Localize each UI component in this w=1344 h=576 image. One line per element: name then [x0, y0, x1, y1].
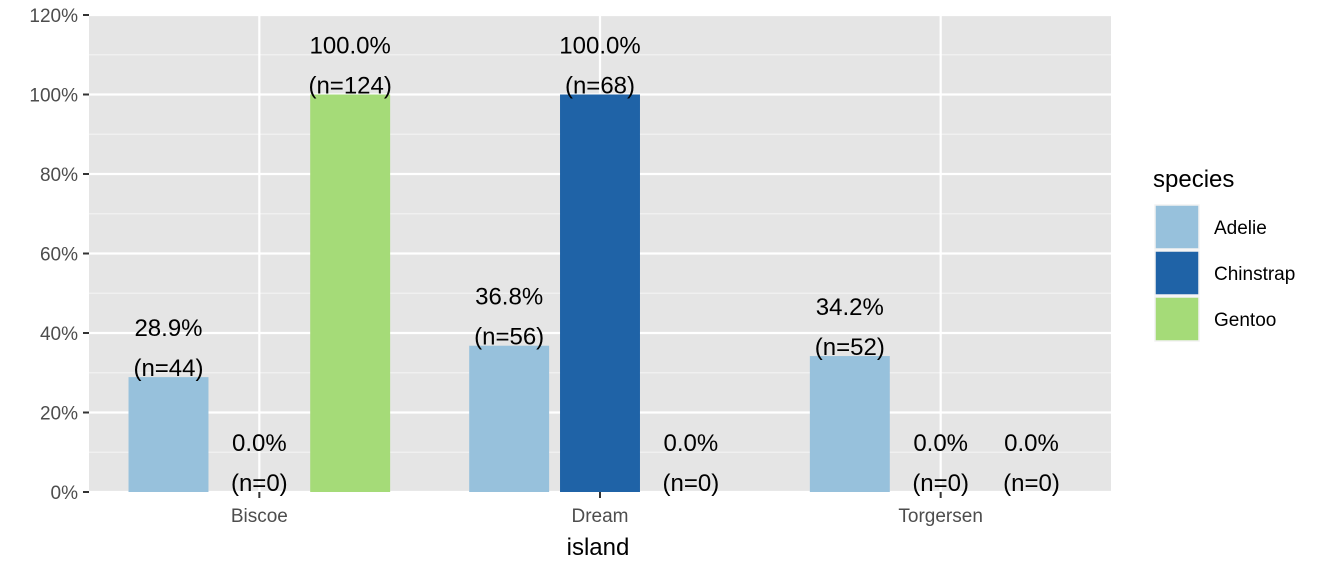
legend: species Adelie Chinstrap Gentoo [1153, 166, 1295, 342]
legend-key [1154, 250, 1200, 296]
legend-label: Gentoo [1214, 310, 1276, 331]
data-label-count: (n=0) [1003, 470, 1060, 497]
data-label-percent: 36.8% [475, 284, 543, 311]
data-label-percent: 100.0% [559, 33, 640, 60]
bar [128, 377, 209, 492]
x-tick-label: Torgersen [898, 506, 983, 527]
y-tick-label: 40% [40, 324, 78, 345]
data-label-percent: 100.0% [309, 33, 390, 60]
data-label-count: (n=44) [133, 355, 203, 382]
bar [809, 356, 890, 492]
legend-label: Adelie [1214, 218, 1267, 239]
x-tick-label: Dream [571, 506, 628, 527]
bar [560, 94, 640, 492]
data-label-count: (n=124) [308, 73, 391, 100]
bars [128, 94, 890, 492]
x-axis: Biscoe Dream Torgersen [231, 492, 983, 527]
data-label-count: (n=52) [815, 334, 885, 361]
y-tick-label: 0% [51, 483, 79, 504]
data-label-percent: 0.0% [1004, 430, 1059, 457]
y-axis: 0% 20% 40% 60% 80% 100% 120% [29, 6, 89, 504]
legend-key [1154, 204, 1200, 250]
bar [469, 345, 550, 492]
y-tick-label: 120% [29, 6, 78, 27]
data-label-percent: 28.9% [134, 315, 202, 342]
data-label-count: (n=68) [565, 73, 635, 100]
y-tick-label: 100% [29, 86, 78, 107]
data-label-percent: 34.2% [816, 294, 884, 321]
legend-key [1154, 296, 1200, 342]
x-tick-label: Biscoe [231, 506, 288, 527]
y-tick-label: 60% [40, 245, 78, 266]
y-tick-label: 20% [40, 404, 78, 425]
data-label-percent: 0.0% [232, 430, 287, 457]
legend-title: species [1153, 166, 1234, 193]
data-label-count: (n=0) [662, 470, 719, 497]
data-label-count: (n=56) [474, 324, 544, 351]
legend-label: Chinstrap [1214, 264, 1295, 285]
y-tick-label: 80% [40, 165, 78, 186]
bar [310, 94, 391, 492]
data-label-percent: 0.0% [913, 430, 968, 457]
x-axis-title: island [567, 534, 630, 561]
data-label-percent: 0.0% [663, 430, 718, 457]
